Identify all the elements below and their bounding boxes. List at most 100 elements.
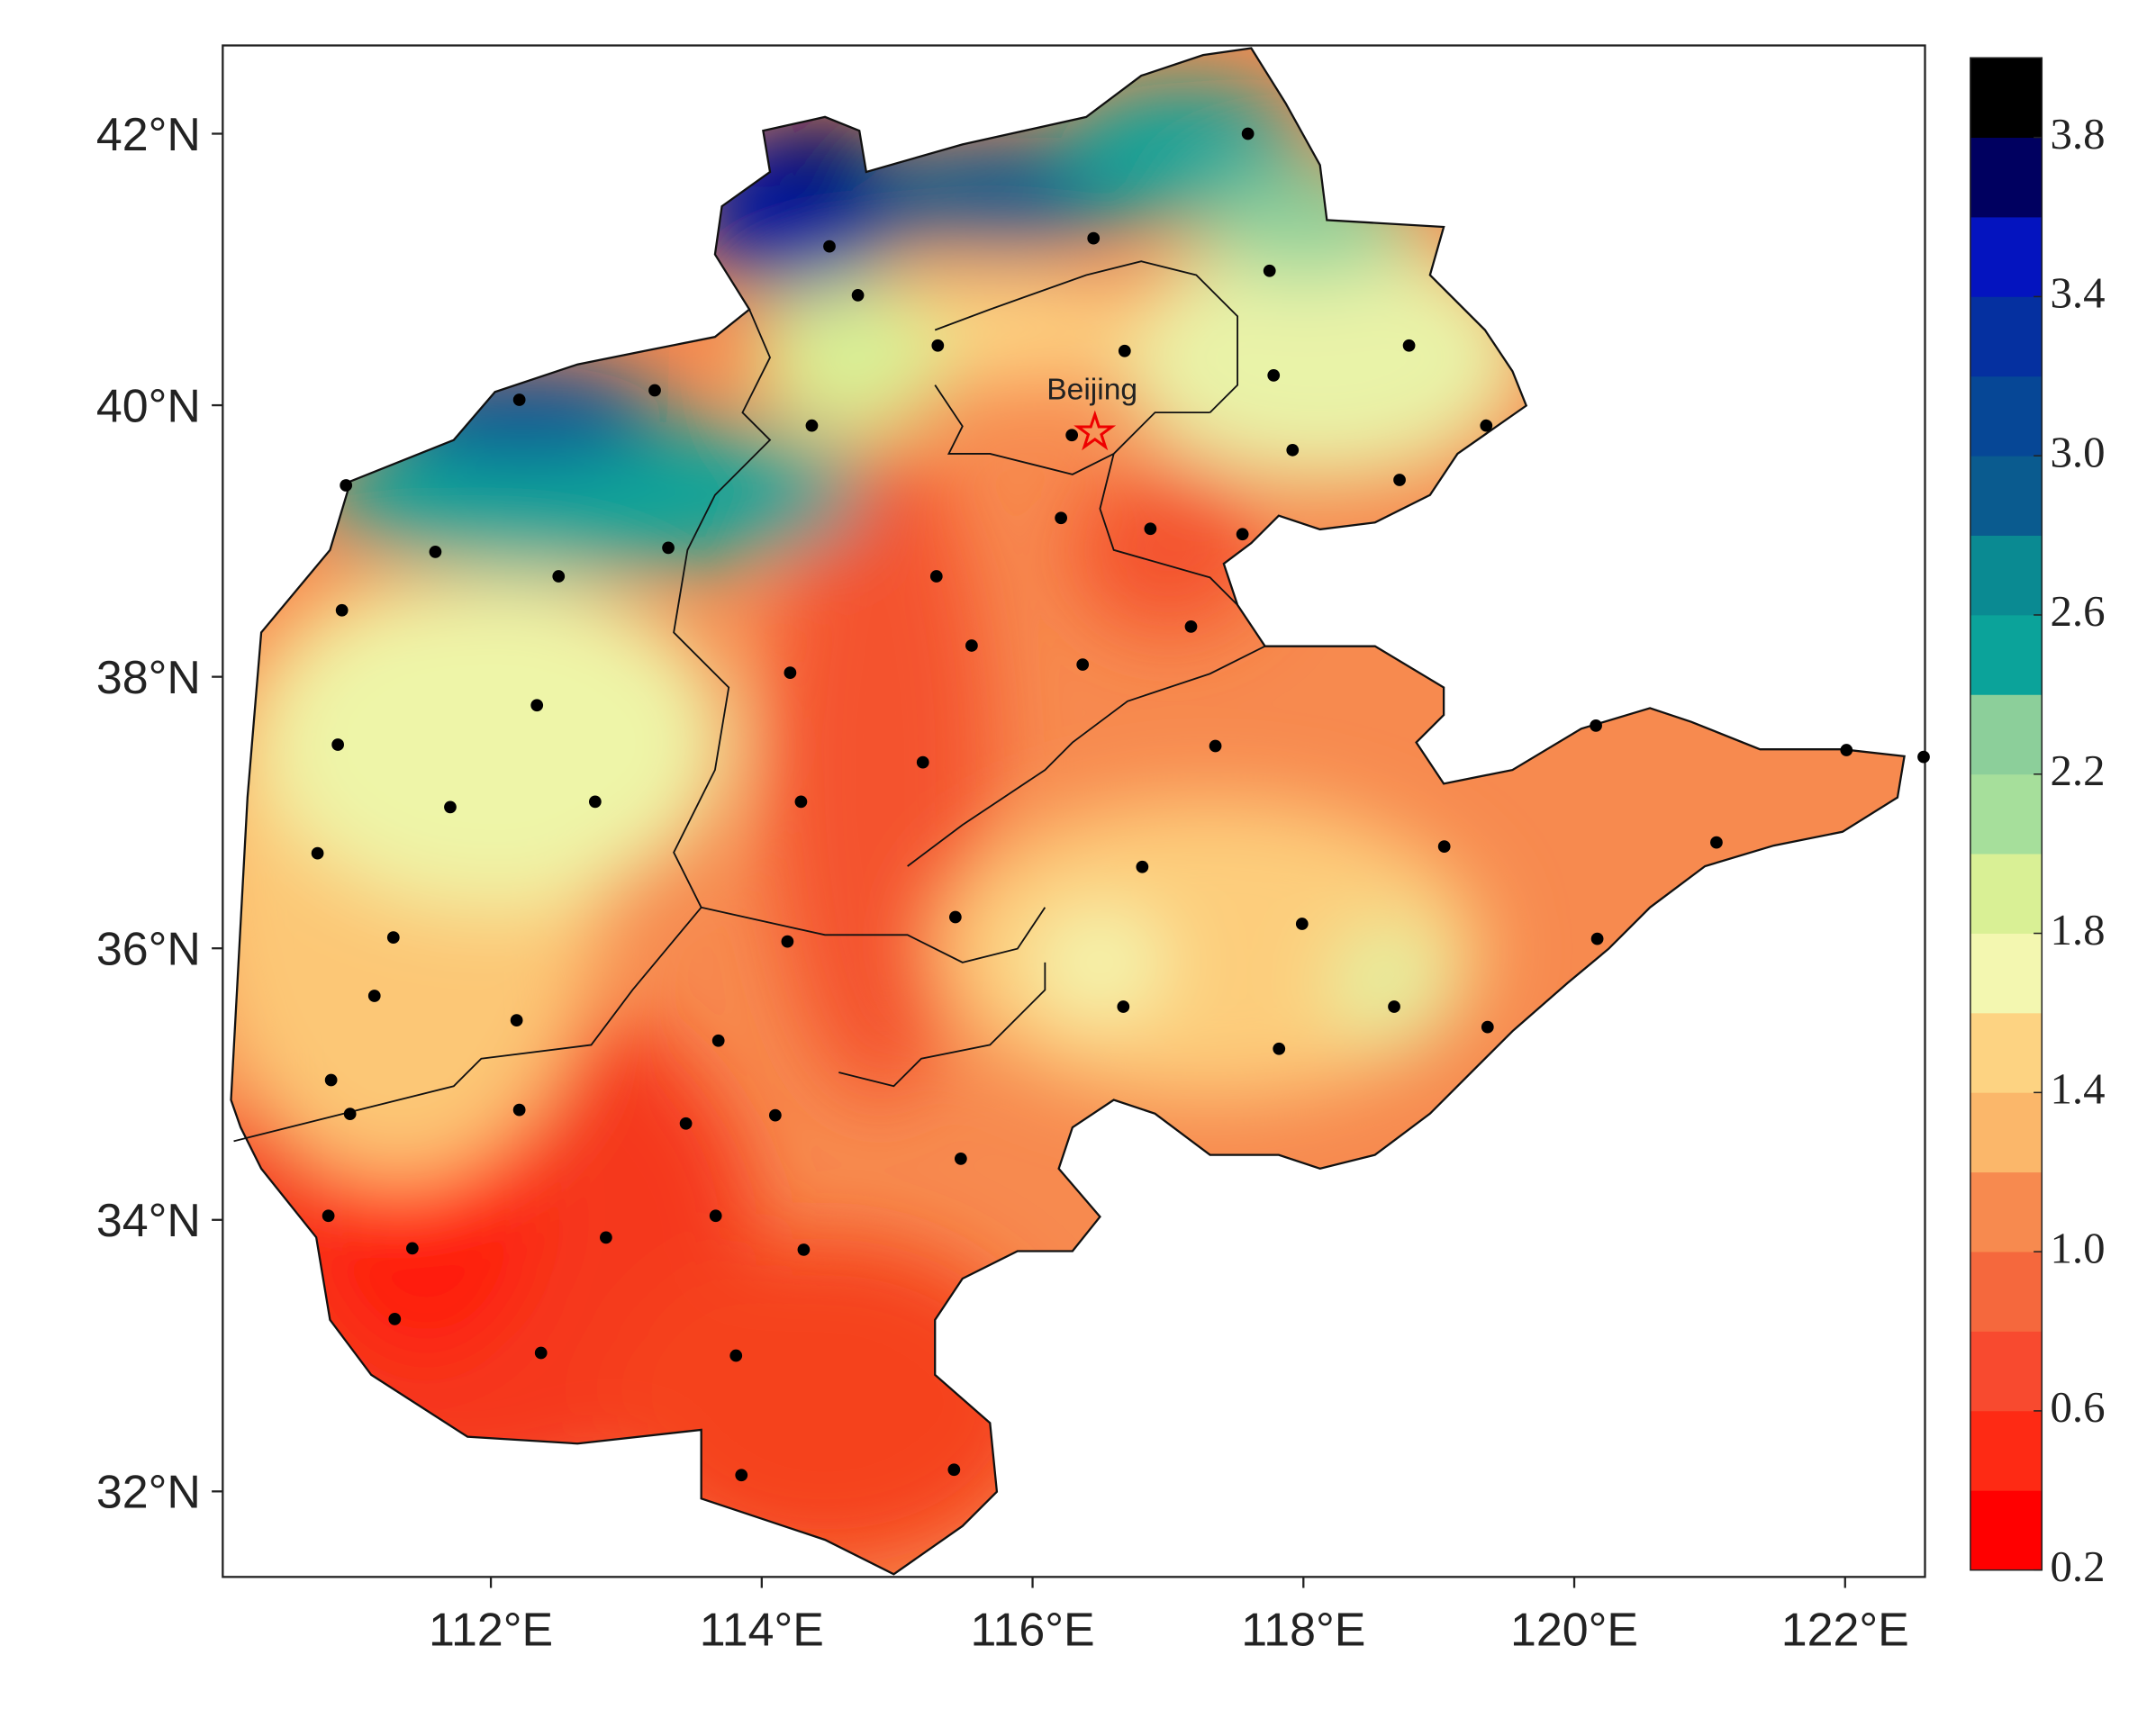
station <box>1241 127 1255 140</box>
station <box>512 393 526 406</box>
station <box>600 1231 612 1244</box>
colorbar-band <box>1970 853 2043 934</box>
x-tick-label: 122°E <box>1781 1605 1909 1657</box>
station <box>679 1117 693 1130</box>
x-tick-label: 114°E <box>700 1605 824 1657</box>
colorbar-band <box>1970 375 2043 457</box>
station <box>444 800 457 814</box>
colorbar-band <box>1970 1091 2043 1173</box>
station <box>1236 528 1249 541</box>
city-star <box>1073 410 1117 451</box>
station <box>1144 522 1157 536</box>
colorbar-band <box>1970 1012 2043 1093</box>
station <box>1209 739 1222 753</box>
colorbar-band <box>1970 693 2043 775</box>
station <box>1388 1000 1400 1013</box>
colorbar-band <box>1970 1171 2043 1252</box>
station <box>1480 419 1493 432</box>
station <box>1267 369 1281 382</box>
station <box>534 1346 548 1360</box>
colorbar-band <box>1970 1251 2043 1332</box>
station <box>386 931 400 945</box>
station <box>1590 719 1602 732</box>
station <box>1087 231 1101 245</box>
station <box>1840 744 1853 756</box>
station <box>530 699 544 712</box>
station <box>797 1243 811 1256</box>
station <box>1393 474 1406 486</box>
colorbar-tick-label: 1.8 <box>2050 905 2105 954</box>
station <box>1402 339 1416 352</box>
station <box>709 1209 722 1223</box>
y-tick-label: 38°N <box>96 652 201 704</box>
station <box>343 1108 357 1121</box>
colorbar-band <box>1970 535 2043 616</box>
station <box>429 546 442 558</box>
x-tick-label: 116°E <box>970 1605 1094 1657</box>
colorbar-band <box>1970 57 2043 139</box>
field-blobs <box>231 82 1526 1568</box>
x-tick-label: 118°E <box>1241 1605 1365 1657</box>
station <box>851 289 865 302</box>
y-tick-label: 32°N <box>96 1467 201 1519</box>
station <box>588 795 602 809</box>
station <box>729 1349 743 1362</box>
station <box>662 541 675 555</box>
station <box>324 1073 338 1087</box>
station <box>510 1014 523 1026</box>
colorbar-band <box>1970 773 2043 854</box>
station <box>1590 932 1604 945</box>
station <box>948 910 962 924</box>
station <box>931 339 945 352</box>
colorbar-tick-label: 2.6 <box>2050 586 2105 636</box>
y-tick-label: 42°N <box>96 109 201 161</box>
x-tick-label: 120°E <box>1510 1605 1638 1657</box>
station <box>916 755 929 769</box>
station <box>1117 1000 1130 1013</box>
colorbar-tick-label: 0.2 <box>2050 1542 2105 1591</box>
station <box>794 795 808 809</box>
station <box>1118 344 1131 357</box>
x-tick-label: 112°E <box>429 1605 553 1657</box>
colorbar-band <box>1970 137 2043 218</box>
station <box>1263 264 1276 277</box>
station <box>929 570 943 583</box>
station <box>965 639 978 652</box>
y-tick-label: 40°N <box>96 380 201 432</box>
station <box>1136 860 1149 873</box>
y-tick-label: 34°N <box>96 1195 201 1247</box>
station <box>512 1103 526 1117</box>
station <box>1065 429 1079 442</box>
map-frame <box>222 44 1926 1578</box>
colorbar-band <box>1970 614 2043 695</box>
colorbar-band <box>1970 1410 2043 1491</box>
province-borders <box>233 260 1266 1143</box>
colorbar-band <box>1970 1489 2043 1571</box>
colorbar-tick-label: 1.0 <box>2050 1223 2105 1272</box>
station <box>405 1242 419 1255</box>
station <box>340 479 353 492</box>
station <box>335 603 349 617</box>
colorbar-tick-label: 2.2 <box>2050 746 2105 795</box>
colorbar-tick-label: 3.0 <box>2050 427 2105 476</box>
station <box>1295 918 1309 930</box>
colorbar-band <box>1970 1331 2043 1412</box>
station <box>781 935 794 948</box>
station <box>735 1469 748 1482</box>
field <box>231 48 1905 1575</box>
colorbar-tick-label: 3.4 <box>2050 268 2105 318</box>
station <box>1710 836 1723 849</box>
station <box>768 1108 782 1122</box>
station <box>1917 750 1930 764</box>
station <box>1437 840 1451 853</box>
city-label: Beijing <box>1046 374 1137 407</box>
colorbar-tick-label: 1.4 <box>2050 1064 2105 1114</box>
colorbar-band <box>1970 216 2043 297</box>
colorbar-frame <box>1970 57 2043 1571</box>
station <box>367 990 381 1002</box>
station <box>648 384 661 397</box>
station <box>331 738 345 751</box>
station <box>947 1463 961 1477</box>
